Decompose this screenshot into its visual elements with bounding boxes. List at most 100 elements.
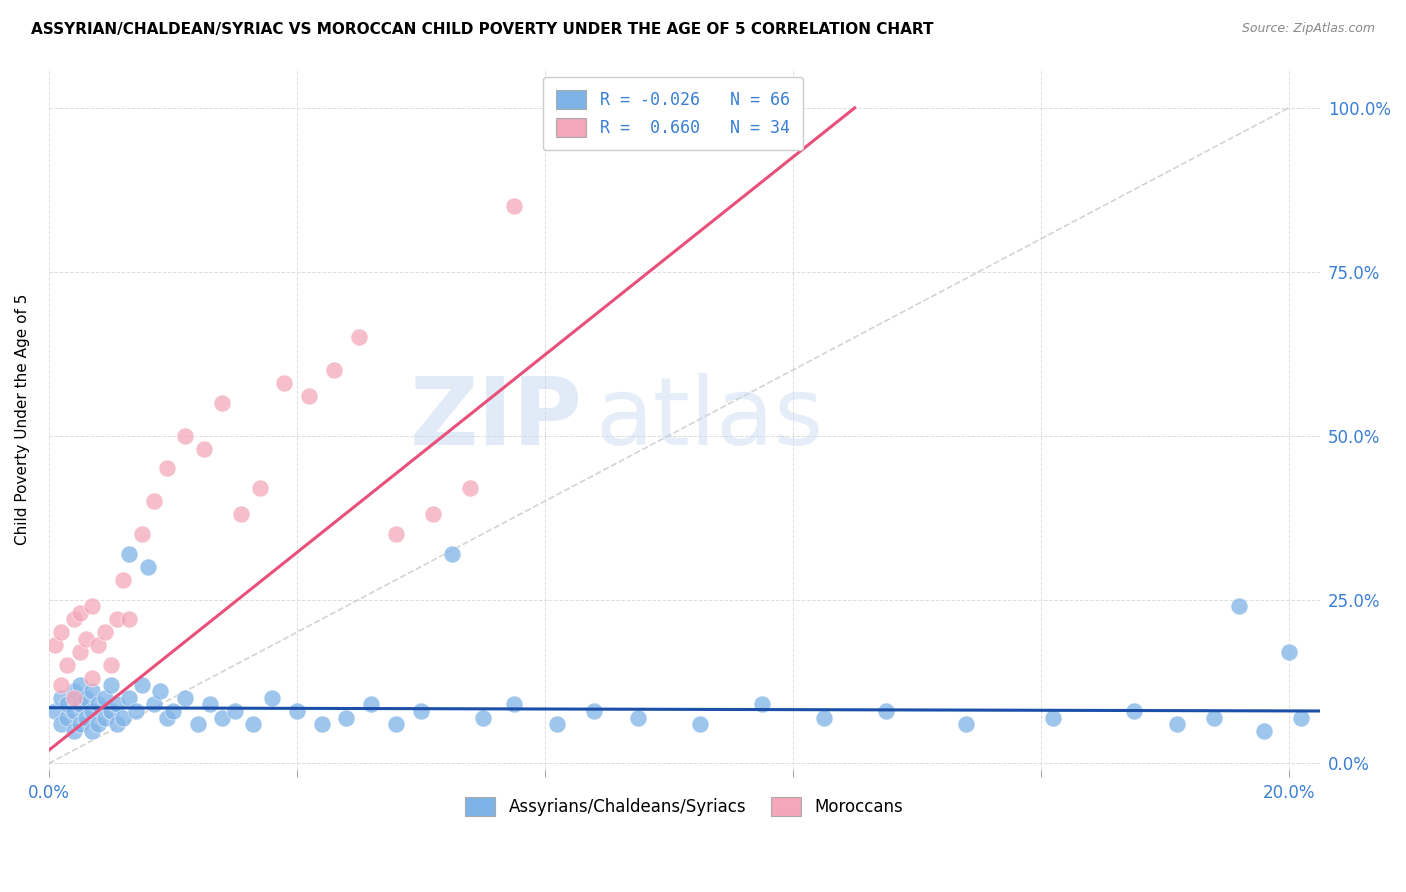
Point [112,573,135,587]
Point [143,698,166,712]
Point [583,704,606,718]
Point [44,704,66,718]
Point [49,717,72,731]
Point [546,101,568,115]
Point [1253,723,1275,738]
Text: atlas: atlas [595,373,824,466]
Point [118,547,141,561]
Point [93,710,115,724]
Point [82,684,104,698]
Point [224,704,246,718]
Point [347,330,370,344]
Point [56,658,79,673]
Y-axis label: Child Poverty Under the Age of 5: Child Poverty Under the Age of 5 [15,293,30,545]
Point [62,684,84,698]
Point [131,678,153,692]
Point [136,559,159,574]
Point [62,612,84,626]
Point [242,717,264,731]
Text: ZIP: ZIP [409,373,582,466]
Point [112,710,135,724]
Point [502,199,524,213]
Point [440,547,463,561]
Point [105,612,128,626]
Point [360,698,382,712]
Point [49,690,72,705]
Point [1289,710,1312,724]
Point [1122,704,1144,718]
Point [285,704,308,718]
Point [75,690,97,705]
Point [385,527,408,541]
Point [546,717,568,731]
Point [813,710,835,724]
Point [211,396,233,410]
Point [69,606,91,620]
Point [174,690,197,705]
Point [87,639,110,653]
Point [49,678,72,692]
Point [311,717,333,731]
Point [249,481,271,495]
Point [56,710,79,724]
Point [82,671,104,685]
Point [105,698,128,712]
Point [82,599,104,613]
Text: ASSYRIAN/CHALDEAN/SYRIAC VS MOROCCAN CHILD POVERTY UNDER THE AGE OF 5 CORRELATIO: ASSYRIAN/CHALDEAN/SYRIAC VS MOROCCAN CHI… [31,22,934,37]
Point [49,625,72,640]
Point [100,658,122,673]
Point [689,717,711,731]
Point [69,645,91,659]
Point [62,690,84,705]
Point [82,723,104,738]
Point [409,704,432,718]
Point [955,717,977,731]
Point [155,461,177,475]
Text: Source: ZipAtlas.com: Source: ZipAtlas.com [1241,22,1375,36]
Point [62,723,84,738]
Point [56,698,79,712]
Point [1042,710,1064,724]
Point [75,632,97,646]
Point [323,363,346,377]
Point [75,710,97,724]
Point [1204,710,1226,724]
Point [162,704,184,718]
Point [155,710,177,724]
Point [118,690,141,705]
Point [875,704,897,718]
Point [69,717,91,731]
Point [100,704,122,718]
Point [69,698,91,712]
Point [149,684,172,698]
Point [298,389,321,403]
Point [131,527,153,541]
Point [260,690,283,705]
Point [502,698,524,712]
Point [471,710,494,724]
Point [273,376,295,391]
Point [751,698,773,712]
Point [1227,599,1250,613]
Point [422,508,444,522]
Point [174,428,197,442]
Point [62,704,84,718]
Point [44,639,66,653]
Point [1278,645,1301,659]
Point [93,625,115,640]
Point [93,690,115,705]
Point [335,710,357,724]
Point [385,717,408,731]
Point [460,481,482,495]
Point [143,494,166,508]
Legend: Assyrians/Chaldeans/Syriacs, Moroccans: Assyrians/Chaldeans/Syriacs, Moroccans [457,789,911,825]
Point [1166,717,1188,731]
Point [87,717,110,731]
Point [193,442,215,456]
Point [82,704,104,718]
Point [627,710,650,724]
Point [229,508,252,522]
Point [69,678,91,692]
Point [198,698,221,712]
Point [186,717,208,731]
